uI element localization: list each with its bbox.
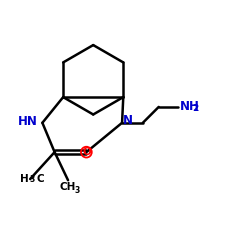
Text: HN: HN [18, 115, 38, 128]
Text: 2: 2 [192, 104, 198, 113]
Text: O: O [82, 147, 91, 157]
Text: C: C [37, 174, 44, 184]
Text: CH: CH [60, 182, 76, 192]
Text: H: H [20, 174, 29, 184]
Text: 3: 3 [29, 175, 34, 184]
Text: N: N [122, 114, 132, 127]
Text: NH: NH [180, 100, 200, 114]
Text: 3: 3 [75, 186, 80, 195]
